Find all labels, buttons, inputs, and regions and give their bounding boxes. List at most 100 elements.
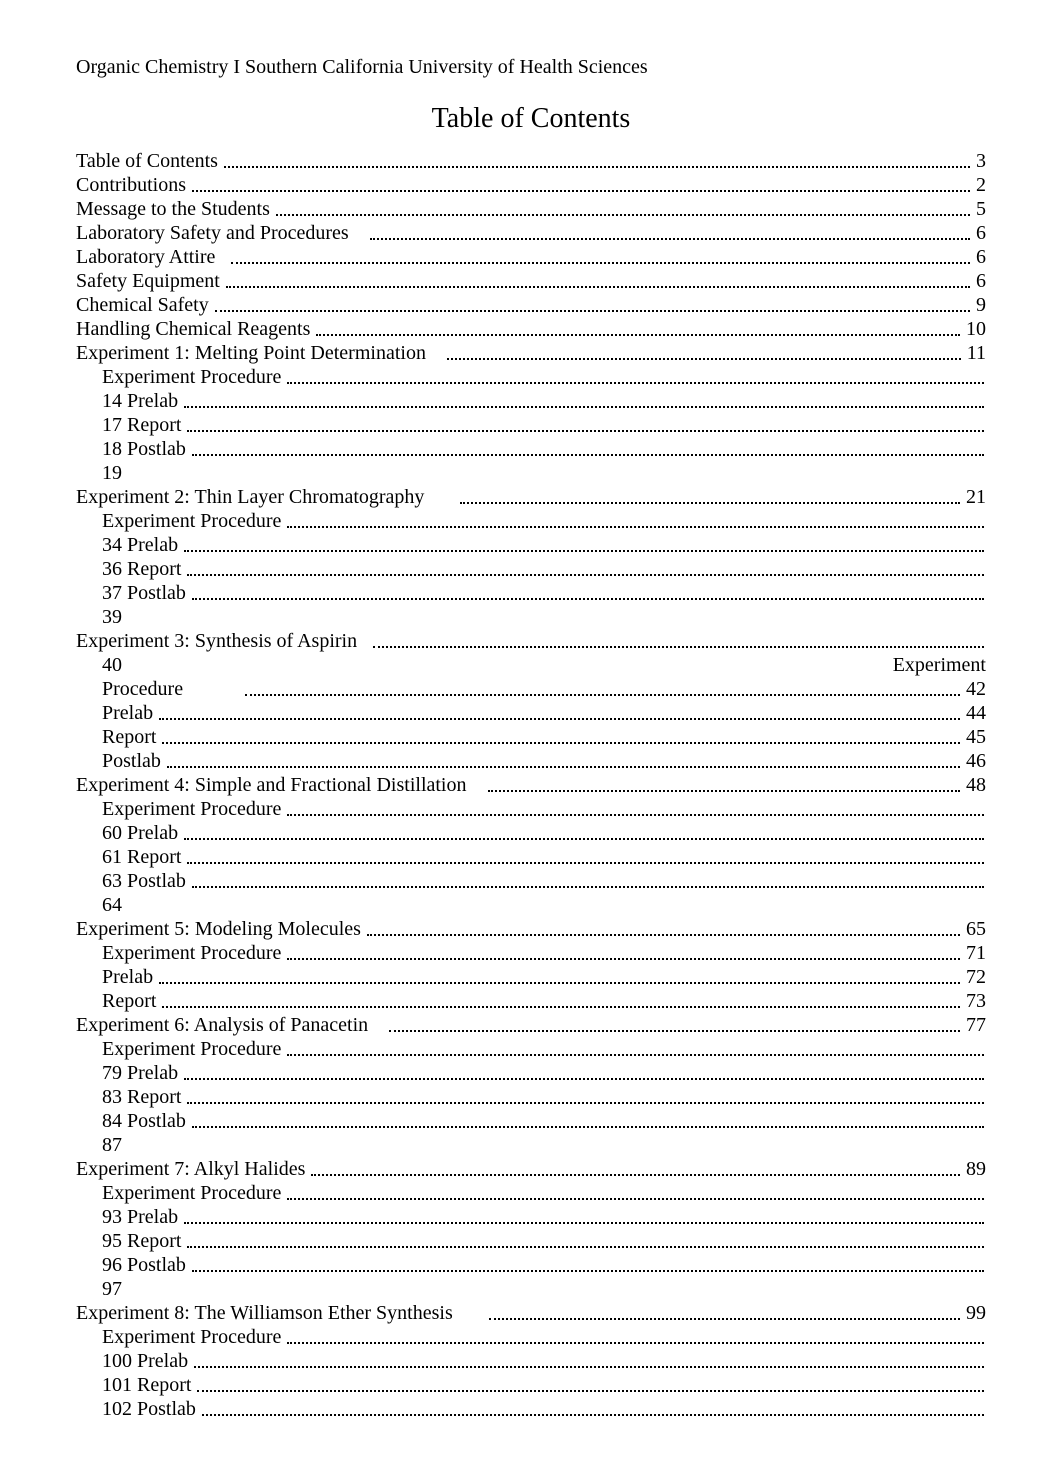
toc-entry: 60 Prelab bbox=[76, 821, 986, 845]
toc-label: Experiment 3: Synthesis of Aspirin bbox=[76, 629, 371, 653]
toc-dots bbox=[245, 672, 960, 696]
toc-page-number: 6 bbox=[972, 245, 986, 269]
course-header: Organic Chemistry I Southern California … bbox=[76, 56, 986, 79]
toc-dots bbox=[276, 214, 970, 216]
toc-dots bbox=[192, 1270, 984, 1272]
toc-dots bbox=[184, 550, 984, 552]
toc-dots bbox=[202, 1414, 984, 1416]
toc-entry: Experiment 5: Modeling Molecules65 bbox=[76, 917, 986, 941]
toc-label: 61 Report bbox=[102, 845, 185, 869]
document-page: Organic Chemistry I Southern California … bbox=[0, 0, 1062, 1461]
toc-label: 37 Postlab bbox=[102, 581, 190, 605]
toc-label: Table of Contents bbox=[76, 149, 222, 173]
toc-label: Prelab bbox=[102, 965, 157, 989]
toc-dots bbox=[311, 1174, 960, 1176]
toc-page-number: 46 bbox=[962, 749, 986, 773]
toc-dots bbox=[287, 1054, 984, 1056]
toc-overflow-number: 97 bbox=[76, 1277, 986, 1301]
toc-dots bbox=[316, 334, 960, 336]
toc-dots bbox=[287, 1342, 984, 1344]
toc-dots bbox=[192, 454, 984, 456]
toc-entry: 61 Report bbox=[76, 845, 986, 869]
toc-entry: Prelab 72 bbox=[76, 965, 986, 989]
toc-dots bbox=[187, 574, 984, 576]
toc-entry: Chemical Safety9 bbox=[76, 293, 986, 317]
toc-dots bbox=[226, 286, 970, 288]
toc-split-left: 40 bbox=[76, 653, 122, 677]
toc-label: Experiment 2: Thin Layer Chromatography bbox=[76, 485, 458, 509]
toc-page-number: 72 bbox=[962, 965, 986, 989]
toc-label: 79 Prelab bbox=[102, 1061, 182, 1085]
toc-dots bbox=[184, 1222, 984, 1224]
toc-entry: Experiment Procedure bbox=[76, 1181, 986, 1205]
toc-entry: Report 73 bbox=[76, 989, 986, 1013]
toc-label: Prelab bbox=[102, 701, 157, 725]
toc-page-number: 42 bbox=[962, 677, 986, 701]
toc-entry: 63 Postlab bbox=[76, 869, 986, 893]
toc-label: 17 Report bbox=[102, 413, 185, 437]
toc-dots bbox=[367, 934, 960, 936]
toc-label: Postlab bbox=[102, 749, 165, 773]
toc-entry: Experiment Procedure bbox=[76, 797, 986, 821]
toc-dots bbox=[194, 1366, 984, 1368]
toc-page-number: 45 bbox=[962, 725, 986, 749]
toc-label: Experiment Procedure bbox=[102, 941, 285, 965]
toc-page-number: 77 bbox=[962, 1013, 986, 1037]
toc-entry: Handling Chemical Reagents10 bbox=[76, 317, 986, 341]
toc-page-number: 73 bbox=[962, 989, 986, 1013]
toc-page-number: 71 bbox=[962, 941, 986, 965]
toc-entry: Experiment Procedure bbox=[76, 509, 986, 533]
toc-label: Experiment Procedure bbox=[102, 797, 285, 821]
toc-entry: 100 Prelab bbox=[76, 1349, 986, 1373]
toc-label: Safety Equipment bbox=[76, 269, 224, 293]
toc-dots bbox=[197, 1390, 984, 1392]
toc-dots bbox=[187, 430, 984, 432]
toc-overflow-number: 87 bbox=[76, 1133, 986, 1157]
toc-label: Experiment 8: The Williamson Ether Synth… bbox=[76, 1301, 487, 1325]
toc-entry: Procedure42 bbox=[76, 677, 986, 701]
toc-entry: Experiment Procedure bbox=[76, 365, 986, 389]
toc-label: Laboratory Attire bbox=[76, 245, 229, 269]
toc-page-number: 9 bbox=[972, 293, 986, 317]
toc-page-number: 99 bbox=[962, 1301, 986, 1325]
toc-label: 83 Report bbox=[102, 1085, 185, 1109]
toc-dots bbox=[389, 1030, 960, 1032]
toc-dots bbox=[287, 1198, 984, 1200]
toc-dots bbox=[167, 766, 960, 768]
toc-entry: Experiment Procedure bbox=[76, 1325, 986, 1349]
toc-dots bbox=[184, 406, 984, 408]
toc-entry: Postlab 46 bbox=[76, 749, 986, 773]
toc-dots bbox=[162, 742, 960, 744]
toc-label: Experiment Procedure bbox=[102, 365, 285, 389]
toc-label: 63 Postlab bbox=[102, 869, 190, 893]
toc-label: Experiment 1: Melting Point Determinatio… bbox=[76, 341, 445, 365]
toc-dots bbox=[488, 790, 961, 792]
toc-dots bbox=[370, 238, 970, 240]
toc-entry: 96 Postlab bbox=[76, 1253, 986, 1277]
toc-page-number: 11 bbox=[963, 341, 986, 365]
page-title: Table of Contents bbox=[76, 103, 986, 135]
toc-label: Experiment 5: Modeling Molecules bbox=[76, 917, 365, 941]
toc-label: 18 Postlab bbox=[102, 437, 190, 461]
toc-label: Report bbox=[102, 725, 160, 749]
toc-label: Report bbox=[102, 989, 160, 1013]
toc-label: 95 Report bbox=[102, 1229, 185, 1253]
toc-entry: Laboratory Safety and Procedures 6 bbox=[76, 221, 986, 245]
toc-entry: Experiment 4: Simple and Fractional Dist… bbox=[76, 773, 986, 797]
toc-label: Experiment 6: Analysis of Panacetin bbox=[76, 1013, 387, 1037]
toc-dots bbox=[287, 958, 960, 960]
toc-entry: Experiment 8: The Williamson Ether Synth… bbox=[76, 1301, 986, 1325]
toc-dots bbox=[159, 718, 960, 720]
toc-body: Table of Contents3Contributions2Message … bbox=[76, 149, 986, 1421]
toc-page-number: 6 bbox=[972, 221, 986, 245]
toc-entry: Safety Equipment6 bbox=[76, 269, 986, 293]
toc-entry: 37 Postlab bbox=[76, 581, 986, 605]
toc-label: Experiment 7: Alkyl Halides bbox=[76, 1157, 309, 1181]
toc-entry: Experiment 7: Alkyl Halides89 bbox=[76, 1157, 986, 1181]
toc-dots bbox=[192, 190, 970, 192]
toc-dots bbox=[373, 646, 984, 648]
toc-label: Experiment 4: Simple and Fractional Dist… bbox=[76, 773, 486, 797]
toc-label: Laboratory Safety and Procedures bbox=[76, 221, 368, 245]
toc-entry: 36 Report bbox=[76, 557, 986, 581]
toc-entry: 84 Postlab bbox=[76, 1109, 986, 1133]
